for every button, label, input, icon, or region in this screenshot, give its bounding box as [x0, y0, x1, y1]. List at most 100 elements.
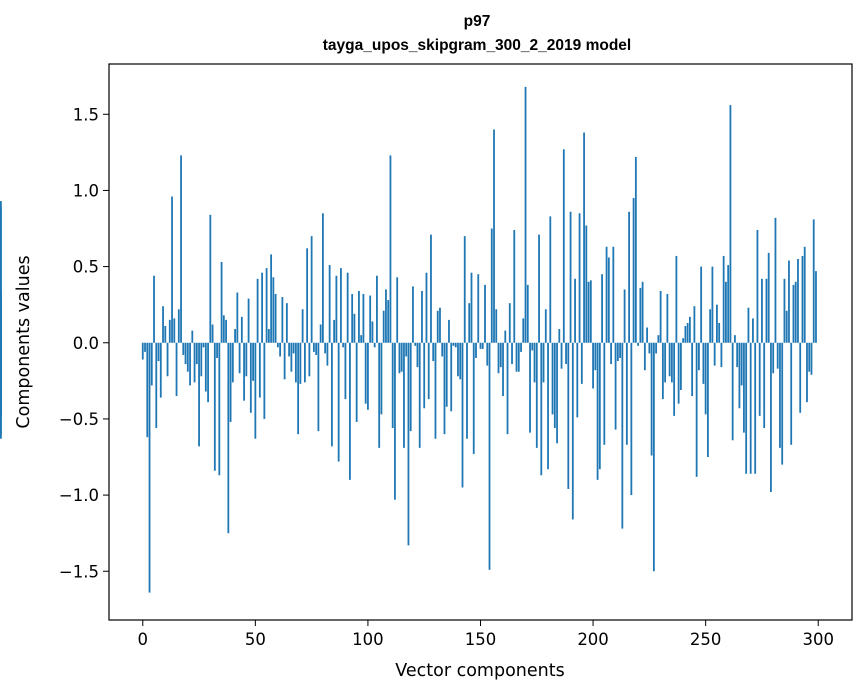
- bar: [146, 342, 149, 438]
- bar: [801, 255, 804, 343]
- bar: [321, 213, 324, 343]
- bar: [749, 342, 752, 474]
- bar: [634, 156, 637, 343]
- bar: [718, 322, 721, 343]
- bar: [173, 318, 176, 343]
- bar: [351, 294, 354, 343]
- bar: [337, 342, 340, 462]
- bar: [180, 155, 182, 343]
- bar: [454, 342, 457, 348]
- bar: [261, 272, 263, 343]
- bar: [141, 342, 144, 360]
- bar: [164, 326, 167, 343]
- bar: [288, 342, 291, 357]
- bar: [301, 309, 304, 343]
- bar: [396, 277, 399, 343]
- y-tick-label: 1.0: [73, 181, 99, 200]
- bar: [391, 342, 394, 429]
- bar: [677, 342, 680, 404]
- bar: [418, 342, 421, 448]
- bar: [666, 294, 669, 343]
- y-tick-label: −1.5: [59, 562, 99, 581]
- y-tick-label: −0.5: [59, 410, 99, 429]
- bar: [673, 342, 676, 416]
- bar: [369, 295, 372, 343]
- bar: [571, 342, 574, 520]
- bar: [346, 272, 349, 343]
- bar: [734, 335, 736, 343]
- bar: [707, 342, 709, 458]
- bar: [475, 342, 477, 358]
- bar: [421, 290, 423, 343]
- bar: [484, 284, 486, 343]
- bar: [754, 342, 757, 474]
- bar: [276, 342, 279, 348]
- x-tick-label: 250: [690, 630, 722, 649]
- bar: [299, 342, 302, 384]
- bar: [628, 211, 630, 343]
- bar: [306, 248, 309, 343]
- bar: [713, 342, 716, 366]
- bar: [772, 342, 775, 374]
- bar: [614, 342, 617, 430]
- bar: [770, 342, 772, 493]
- y-tick-label: −1.0: [59, 486, 99, 505]
- bar: [254, 342, 257, 439]
- x-tick-label: 300: [802, 630, 834, 649]
- bar: [574, 278, 576, 343]
- bar: [799, 342, 802, 413]
- bar: [738, 342, 741, 409]
- bar: [812, 219, 815, 343]
- bar: [157, 342, 160, 362]
- bar: [0, 201, 2, 343]
- x-axis-ticks: 0 50 100 150 200 250 300: [138, 620, 834, 649]
- bar: [247, 298, 250, 343]
- bar: [344, 342, 347, 400]
- bar: [531, 342, 534, 351]
- bar: [639, 287, 642, 343]
- bar: [168, 319, 171, 343]
- bar: [461, 342, 464, 488]
- bar: [148, 342, 151, 593]
- bar: [670, 342, 673, 383]
- bar: [562, 149, 565, 343]
- y-axis-ticks: −1.5 −1.0 −0.5 0.0 0.5 1.0 1.5: [59, 105, 109, 581]
- bar: [553, 342, 556, 429]
- bar: [481, 342, 484, 349]
- bar: [745, 342, 748, 474]
- bar: [688, 316, 691, 343]
- bar: [243, 342, 245, 401]
- bar: [326, 342, 329, 366]
- bar: [308, 342, 311, 377]
- bar: [394, 342, 396, 500]
- bar: [549, 216, 552, 343]
- bar: [252, 342, 254, 381]
- y-tick-label: 0.5: [73, 258, 99, 277]
- bar: [679, 342, 682, 390]
- bar: [355, 342, 358, 422]
- bar: [722, 255, 725, 343]
- bar: [436, 310, 439, 343]
- bar: [542, 342, 545, 383]
- bar: [358, 290, 360, 343]
- bar: [716, 304, 718, 343]
- bar: [767, 252, 770, 343]
- y-tick-label: 1.5: [73, 105, 99, 124]
- bar: [423, 342, 426, 409]
- bar: [425, 272, 428, 343]
- bar: [524, 86, 527, 343]
- bar: [756, 230, 759, 343]
- bar: [810, 342, 813, 375]
- bar: [646, 327, 649, 343]
- bar: [625, 342, 628, 445]
- bar: [220, 262, 223, 343]
- bar: [470, 272, 473, 343]
- bar: [189, 342, 191, 386]
- bar: [198, 342, 200, 447]
- bar: [416, 342, 419, 368]
- bar: [702, 342, 705, 384]
- bar: [434, 342, 437, 439]
- bar: [380, 342, 383, 415]
- bar: [256, 278, 259, 343]
